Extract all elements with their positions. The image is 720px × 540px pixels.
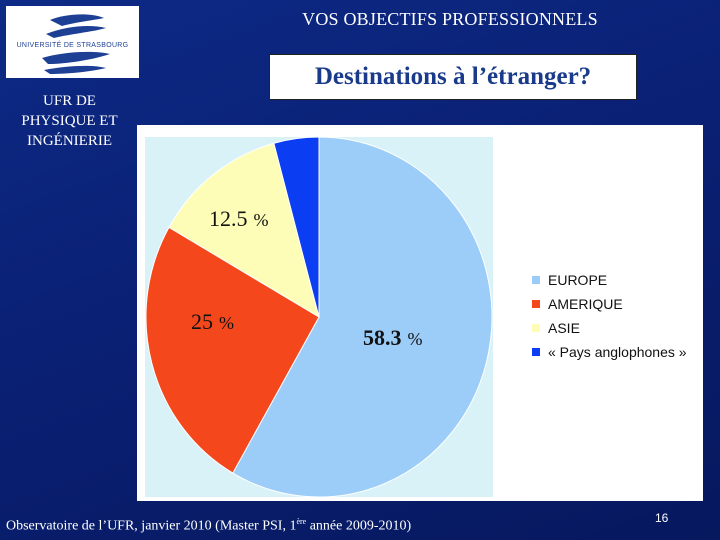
legend-item: « Pays anglophones » bbox=[532, 340, 687, 364]
department-line: UFR DE bbox=[43, 93, 96, 109]
data-label-asie: 12.5% bbox=[209, 206, 269, 231]
data-label-amerique: 25% bbox=[191, 309, 234, 334]
legend-label: EUROPE bbox=[548, 272, 608, 288]
legend-swatch bbox=[532, 348, 540, 356]
department-name: UFR DE PHYSIQUE ET INGÉNIERIE bbox=[2, 91, 137, 151]
section-header: VOS OBJECTIFS PROFESSIONNELS bbox=[302, 9, 598, 29]
department-line: INGÉNIERIE bbox=[27, 133, 112, 149]
legend-swatch bbox=[532, 300, 540, 308]
pie-slice-asie bbox=[168, 142, 320, 319]
footnote-text: Observatoire de l’UFR, janvier 2010 (Mas… bbox=[6, 518, 297, 534]
footnote-text-end: année 2009-2010) bbox=[306, 518, 412, 534]
pie-slice-amerique bbox=[145, 226, 320, 474]
department-line: PHYSIQUE ET bbox=[21, 113, 118, 129]
slide-title: Destinations à l’étranger? bbox=[314, 63, 592, 90]
legend-item: ASIE bbox=[532, 316, 687, 340]
page-number: 16 bbox=[655, 511, 669, 525]
legend-item: EUROPE bbox=[532, 268, 687, 292]
legend-item: AMERIQUE bbox=[532, 292, 687, 316]
chart-legend: EUROPE AMERIQUE ASIE « Pays anglophones … bbox=[532, 268, 687, 364]
slide-title-box: Destinations à l’étranger? bbox=[269, 54, 637, 100]
legend-swatch bbox=[532, 324, 540, 332]
logo-swoosh-icon bbox=[42, 14, 110, 74]
data-label-europe: 58.3% bbox=[363, 325, 423, 350]
pie-slice-pays-anglophones bbox=[273, 136, 320, 318]
chart-panel: 58.3% 25% 12.5% EUROPE AMERIQUE ASIE « P… bbox=[137, 125, 703, 501]
legend-label: ASIE bbox=[548, 320, 580, 336]
legend-label: « Pays anglophones » bbox=[548, 344, 687, 360]
legend-swatch bbox=[532, 276, 540, 284]
source-footnote: Observatoire de l’UFR, janvier 2010 (Mas… bbox=[6, 517, 411, 535]
university-logo: UNIVERSITÉ DE STRASBOURG bbox=[6, 6, 139, 78]
pie-chart: 58.3% 25% 12.5% bbox=[145, 136, 493, 498]
pie-slice-europe bbox=[232, 136, 493, 498]
logo-text: UNIVERSITÉ DE STRASBOURG bbox=[16, 42, 129, 49]
legend-label: AMERIQUE bbox=[548, 296, 623, 312]
footnote-superscript: ère bbox=[296, 517, 307, 526]
